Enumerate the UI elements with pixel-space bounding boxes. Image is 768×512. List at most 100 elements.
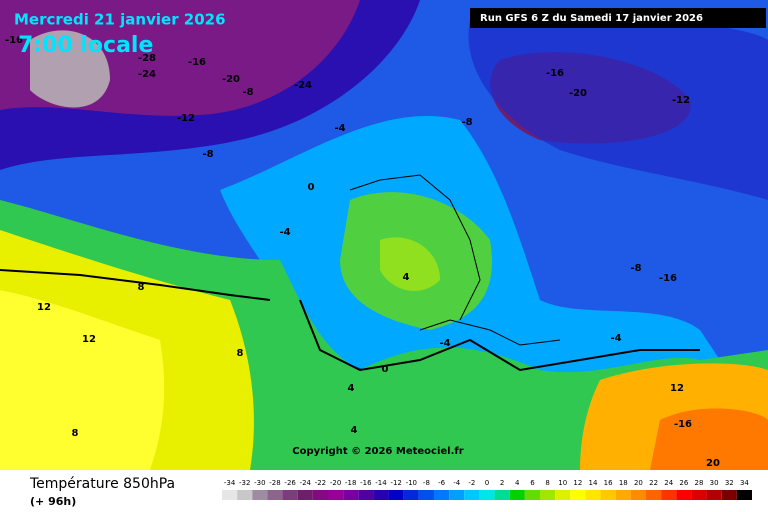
scale-cell: [388, 490, 404, 500]
scale-cell: [267, 490, 283, 500]
contour-label: -16: [188, 57, 206, 68]
copyright: Copyright © 2026 Meteociel.fr: [292, 446, 463, 457]
scale-tick-label: -26: [284, 479, 296, 487]
scale-tick-label: -16: [360, 479, 372, 487]
contour-label: 8: [72, 428, 79, 439]
scale-cell: [222, 490, 238, 500]
scale-tick-label: 28: [695, 479, 704, 487]
scale-cell: [736, 490, 752, 500]
scale-cell: [540, 490, 556, 500]
scale-cell: [403, 490, 419, 500]
contour-label: 12: [670, 383, 684, 394]
map-background: [0, 0, 768, 470]
contour-label: -8: [630, 263, 641, 274]
contour-label: -16: [674, 419, 692, 430]
scale-tick-label: -30: [254, 479, 265, 487]
contour-label: -16: [546, 68, 564, 79]
scale-cell: [585, 490, 601, 500]
contour-label: 8: [237, 348, 244, 359]
contour-label: -24: [138, 69, 156, 80]
scale-cell: [343, 490, 359, 500]
contour-label: -4: [334, 123, 345, 134]
scale-cell: [646, 490, 662, 500]
time: 7:00 locale: [18, 33, 153, 58]
scale-cell: [237, 490, 253, 500]
legend-title: Température 850hPa: [29, 476, 175, 492]
scale-tick-label: 14: [589, 479, 598, 487]
contour-label: -20: [222, 74, 240, 85]
contour-label: 20: [706, 458, 720, 469]
scale-tick-label: -28: [269, 479, 280, 487]
contour-label: -24: [294, 80, 312, 91]
contour-label: 12: [37, 302, 51, 313]
contour-label: -12: [672, 95, 690, 106]
scale-cell: [297, 490, 313, 500]
run-box: [470, 8, 766, 28]
contour-label: 12: [82, 334, 96, 345]
scale-tick-label: -8: [423, 479, 430, 487]
scale-cell: [555, 490, 571, 500]
scale-tick-label: 16: [604, 479, 613, 487]
scale-tick-label: 12: [573, 479, 582, 487]
scale-cell: [449, 490, 465, 500]
scale-tick-label: 30: [710, 479, 719, 487]
scale-tick-label: 24: [664, 479, 673, 487]
contour-label: 0: [382, 364, 389, 375]
scale-tick-label: -22: [315, 479, 326, 487]
scale-tick-label: -34: [224, 479, 236, 487]
scale-cell: [282, 490, 298, 500]
contour-label: 4: [403, 272, 410, 283]
contour-label: -20: [569, 88, 587, 99]
scale-cell: [570, 490, 586, 500]
scale-tick-label: -4: [453, 479, 461, 487]
date: Mercredi 21 janvier 2026: [14, 11, 226, 29]
scale-cell: [676, 490, 692, 500]
scale-tick-label: 10: [558, 479, 567, 487]
scale-cell: [691, 490, 707, 500]
scale-cell: [373, 490, 389, 500]
scale-cell: [600, 490, 616, 500]
scale-cell: [418, 490, 434, 500]
scale-tick-label: 20: [634, 479, 643, 487]
contour-label: -4: [439, 338, 450, 349]
scale-tick-label: 8: [545, 479, 549, 487]
scale-cell: [479, 490, 495, 500]
scale-tick-label: 2: [500, 479, 504, 487]
scale-tick-label: -10: [406, 479, 417, 487]
contour-label: -12: [177, 113, 195, 124]
scale-cell: [615, 490, 631, 500]
scale-cell: [706, 490, 722, 500]
contour-label: -16: [659, 273, 677, 284]
contour-label: 8: [138, 282, 145, 293]
scale-tick-label: 34: [740, 479, 749, 487]
contour-label: 4: [348, 383, 355, 394]
contour-label: 4: [351, 425, 358, 436]
scale-cell: [328, 490, 344, 500]
scale-tick-label: -2: [468, 479, 475, 487]
scale-cell: [494, 490, 510, 500]
contour-label: -16: [5, 35, 23, 46]
scale-tick-label: 26: [679, 479, 688, 487]
scale-cell: [434, 490, 450, 500]
scale-tick-label: -32: [239, 479, 250, 487]
scale-tick-label: -24: [300, 479, 312, 487]
contour-label: 0: [308, 182, 315, 193]
scale-cell: [721, 490, 737, 500]
scale-cell: [312, 490, 328, 500]
scale-tick-label: -18: [345, 479, 356, 487]
scale-cell: [524, 490, 540, 500]
scale-tick-label: 22: [649, 479, 658, 487]
legend-subtitle: (+ 96h): [30, 495, 76, 508]
contour-label: -8: [202, 149, 213, 160]
contour-label: -28: [138, 53, 156, 64]
scale-tick-label: 0: [485, 479, 489, 487]
scale-cell: [358, 490, 374, 500]
scale-cell: [252, 490, 268, 500]
contour-label: -8: [242, 87, 253, 98]
contour-label: -4: [610, 333, 621, 344]
scale-cell: [509, 490, 525, 500]
scale-tick-label: -12: [390, 479, 401, 487]
run-info: Run GFS 6 Z du Samedi 17 janvier 2026: [480, 13, 703, 24]
contour-label: -8: [461, 117, 472, 128]
